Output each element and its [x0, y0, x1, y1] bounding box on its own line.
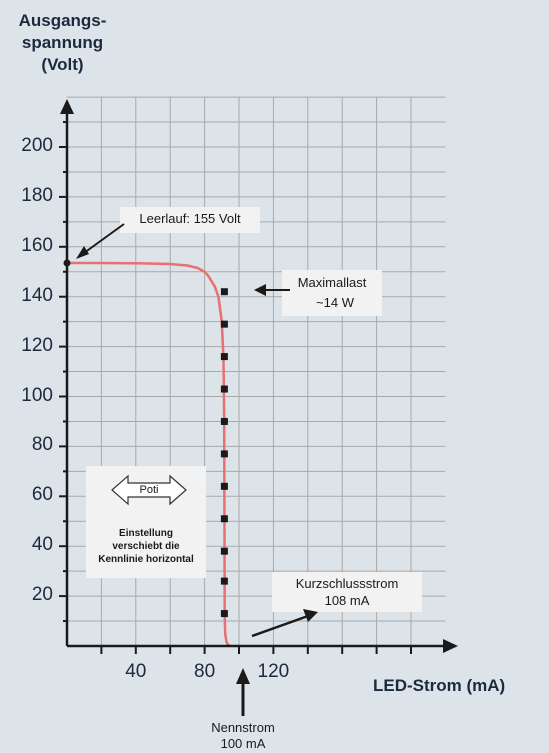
einstellung-label: Einstellung verschiebt die Kennlinie hor…	[86, 527, 206, 566]
x-axis-arrow	[443, 639, 458, 653]
y-axis-title-line-2: spannung	[21, 33, 104, 52]
y-tick-label: 120	[21, 334, 53, 356]
y-axis-title-line-1: Ausgangs-	[18, 11, 107, 30]
kurzschluss-label-line-1: Kurzschlussstrom	[295, 576, 399, 591]
einstellung-label-line-2: verschiebt die	[112, 541, 180, 552]
leerlauf-label: Leerlauf: 155 Volt	[139, 211, 241, 226]
maximallast-arrowhead	[254, 284, 266, 296]
kurzschluss-label-line-2: 108 mA	[324, 593, 370, 608]
y-tick-label: 160	[21, 234, 53, 256]
kurzschluss-arrow	[251, 614, 309, 638]
data-point-marker	[220, 610, 228, 618]
data-point-marker	[220, 353, 228, 361]
y-tick-label: 20	[31, 584, 53, 606]
y-tick-label: 60	[31, 484, 53, 506]
poti-double-arrow-icon	[111, 474, 187, 506]
marker-layer	[63, 259, 228, 618]
axis-ticks	[59, 121, 412, 654]
maximallast-label-line-2: ~14 W	[316, 295, 354, 310]
leerlauf-box	[120, 207, 260, 233]
leerlauf-arrowhead	[76, 246, 89, 259]
kurzschluss-arrowhead	[303, 609, 318, 622]
einstellung-label-line-1: Einstellung	[119, 528, 173, 539]
nennstrom-arrowhead	[236, 668, 250, 684]
data-point-marker	[220, 515, 228, 523]
y-tick-label: 80	[31, 434, 53, 456]
data-point-marker	[220, 577, 228, 585]
nennstrom-label: Nennstrom 100 mA	[193, 720, 293, 752]
data-point-marker	[220, 450, 228, 458]
characteristic-curve	[67, 261, 232, 648]
data-point-marker	[220, 417, 228, 425]
y-tick-label: 140	[21, 284, 53, 306]
y-tick-label: 40	[31, 534, 53, 556]
y-tick-label: 200	[21, 135, 53, 156]
y-tick-label: 180	[21, 184, 53, 206]
poti-label: Poti	[139, 484, 159, 496]
data-point-marker	[220, 547, 228, 555]
x-axis-title: LED-Strom (mA)	[373, 676, 506, 695]
curve-layer	[67, 261, 232, 648]
nennstrom-label-line-1: Nennstrom	[211, 720, 275, 735]
x-tick-label: 80	[194, 661, 216, 682]
x-tick-label: 120	[257, 661, 290, 682]
data-point-marker	[220, 320, 228, 328]
maximallast-label: Maximallast ~14 W	[282, 273, 382, 313]
y-tick-label: 100	[21, 384, 53, 406]
einstellung-label-line-3: Kennlinie horizontal	[98, 554, 194, 565]
data-point-marker	[220, 288, 228, 296]
y-axis-title: Ausgangs- spannung (Volt)	[0, 10, 125, 76]
y-axis-title-line-3: (Volt)	[41, 55, 84, 74]
leerlauf-arrow	[83, 223, 125, 254]
x-tick-label: 40	[125, 661, 147, 682]
y-axis-arrow	[60, 99, 74, 114]
kurzschluss-box	[272, 572, 422, 612]
grid	[67, 96, 446, 646]
maximallast-box	[282, 270, 382, 316]
data-point-marker	[220, 482, 228, 490]
maximallast-label-line-1: Maximallast	[297, 275, 367, 290]
kurzschluss-label: Kurzschlussstrom 108 mA	[272, 575, 422, 609]
data-point-marker	[220, 385, 228, 393]
nennstrom-label-line-2: 100 mA	[220, 736, 266, 751]
